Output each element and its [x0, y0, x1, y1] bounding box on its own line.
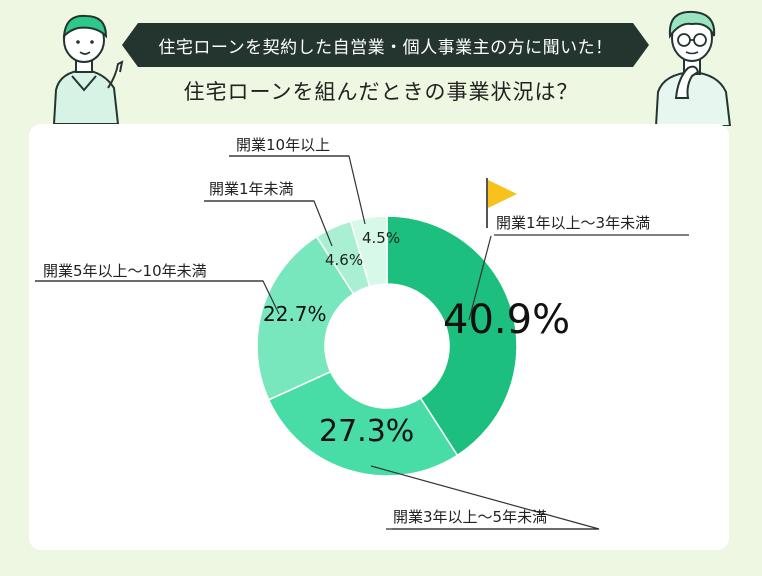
leader-1-3: [468, 235, 492, 321]
slice-3-5: [267, 370, 459, 477]
value-label-3-5: 27.3%: [319, 414, 415, 449]
category-label-under1: 開業1年未満: [209, 180, 294, 198]
donut-chart: [35, 155, 689, 530]
category-label-1-3: 開業1年以上〜3年未満: [496, 214, 651, 232]
slice-5-10: [256, 235, 355, 401]
value-label-under1: 4.6%: [325, 251, 364, 269]
slice-over10: [349, 215, 388, 288]
left-person-icon: [52, 14, 124, 124]
value-label-5-10: 22.7%: [263, 302, 327, 326]
right-person-icon: [654, 10, 732, 126]
value-label-1-3: 40.9%: [443, 297, 571, 343]
slice-1-3: [386, 215, 518, 457]
chart-title: 住宅ローンを組んだときの事業状況は？: [183, 80, 579, 104]
banner-text: 住宅ローンを契約した自営業・個人事業主の方に聞いた！: [158, 37, 613, 58]
category-label-5-10: 開業5年以上〜10年未満: [43, 262, 207, 280]
category-label-3-5: 開業3年以上〜5年未満: [393, 508, 548, 526]
chart-card: 開業1年以上〜3年未満 開業3年以上〜5年未満 開業5年以上〜10年未満 開業1…: [29, 124, 729, 550]
flag-icon: [486, 178, 517, 228]
title-banner: 住宅ローンを契約した自営業・個人事業主の方に聞いた！: [122, 23, 649, 67]
category-label-over10: 開業10年以上: [236, 136, 331, 154]
value-label-over10: 4.5%: [362, 229, 401, 247]
leader-5-10: [35, 280, 280, 315]
